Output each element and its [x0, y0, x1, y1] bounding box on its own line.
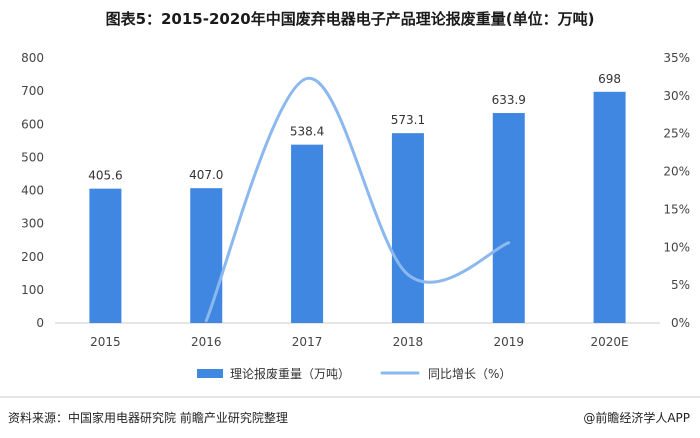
- y-left-tick-label: 500: [21, 150, 44, 164]
- bar-data-label: 698: [598, 72, 621, 86]
- bar: [190, 188, 223, 323]
- y-right-tick-label: 20%: [663, 165, 690, 179]
- y-left-tick-label: 100: [21, 283, 44, 297]
- bar: [593, 91, 626, 323]
- x-tick-label: 2018: [393, 335, 424, 349]
- bar: [391, 133, 424, 323]
- y-left-tick-label: 700: [21, 84, 44, 98]
- y-right-tick-label: 15%: [663, 202, 690, 216]
- y-left-tick-label: 800: [21, 51, 44, 65]
- chart-title: 图表5：2015-2020年中国废弃电器电子产品理论报废重量(单位：万吨): [106, 10, 595, 28]
- y-left-tick-label: 400: [21, 184, 44, 198]
- x-tick-label: 2015: [90, 335, 121, 349]
- bar-data-label: 633.9: [492, 93, 526, 107]
- bar: [291, 144, 324, 323]
- legend-line-label: 同比增长（%）: [428, 367, 511, 381]
- legend-bar-label: 理论报废重量（万吨）: [230, 366, 350, 381]
- y-right-tick-label: 5%: [671, 278, 690, 292]
- y-right-tick-label: 10%: [663, 240, 690, 254]
- y-left-tick-label: 200: [21, 250, 44, 264]
- legend: 理论报废重量（万吨） 同比增长（%）: [197, 366, 511, 381]
- bar: [492, 113, 525, 323]
- y-left-tick-label: 600: [21, 117, 44, 131]
- x-tick-label: 2019: [493, 335, 524, 349]
- legend-bar-swatch: [197, 369, 223, 378]
- bar-data-label: 405.6: [88, 169, 122, 183]
- y-right-tick-label: 25%: [663, 127, 690, 141]
- bar-data-label: 573.1: [391, 113, 425, 127]
- plot-area: 0 100 200 300 400 500 600 700 800 0% 5% 10% 15% 20% 25…: [21, 51, 690, 349]
- y-right-tick-label: 0%: [671, 316, 690, 330]
- y-left-tick-label: 300: [21, 217, 44, 231]
- y-left-tick-label: 0: [36, 316, 44, 330]
- growth-line: [204, 76, 511, 323]
- x-tick-label: 2020E: [591, 335, 629, 349]
- x-tick-label: 2017: [292, 335, 323, 349]
- footer-brand: @前瞻经济学人APP: [583, 410, 690, 425]
- footer-source: 资料来源：中国家用电器研究院 前瞻产业研究院整理: [8, 410, 288, 425]
- y-right-tick-label: 30%: [663, 89, 690, 103]
- x-tick-label: 2016: [191, 335, 222, 349]
- y-right-tick-label: 35%: [663, 51, 690, 65]
- bar-data-label: 538.4: [290, 125, 324, 139]
- bar-data-label: 407.0: [189, 168, 223, 182]
- bar: [89, 188, 122, 323]
